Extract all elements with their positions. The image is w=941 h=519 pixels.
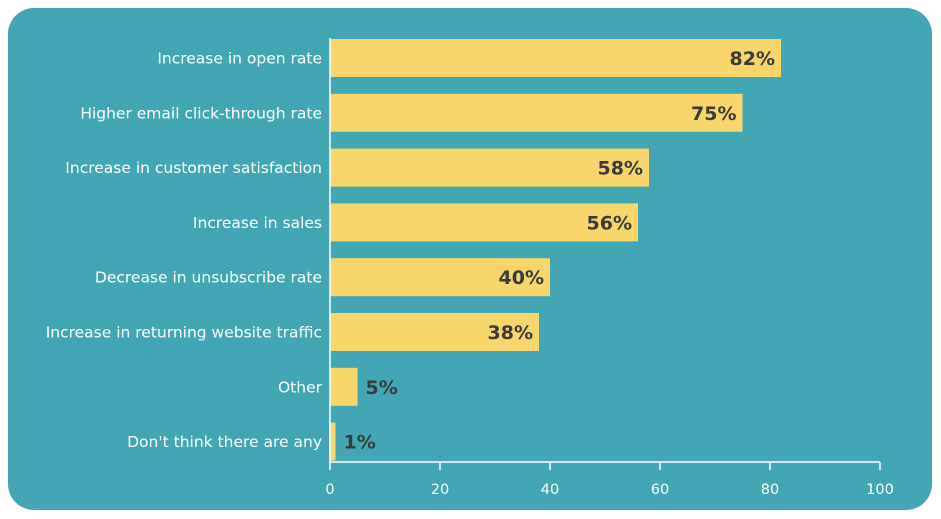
x-tick-label: 80: [761, 482, 779, 498]
bar: [330, 313, 539, 351]
x-tick-label: 0: [325, 482, 334, 498]
category-label: Increase in returning website traffic: [46, 324, 322, 342]
value-label: 1%: [344, 432, 376, 454]
category-label: Increase in open rate: [157, 50, 322, 68]
value-label: 38%: [488, 322, 533, 344]
bar: [330, 203, 638, 242]
category-label: Decrease in unsubscribe rate: [95, 269, 322, 287]
value-label: 40%: [499, 267, 544, 289]
category-label: Increase in sales: [193, 214, 322, 232]
bar: [330, 258, 550, 297]
category-label: Don't think there are any: [127, 433, 322, 451]
value-label: 5%: [366, 377, 398, 399]
x-tick-label: 40: [541, 482, 559, 498]
x-tick-label: 20: [431, 482, 449, 498]
bar: [330, 422, 336, 461]
bar: [330, 148, 649, 187]
value-label: 75%: [691, 103, 736, 125]
bar: [330, 93, 743, 132]
x-tick-label: 60: [651, 482, 669, 498]
value-label: 82%: [730, 48, 775, 70]
category-label: Other: [278, 378, 323, 396]
category-label: Higher email click-through rate: [80, 104, 322, 122]
value-label: 56%: [587, 212, 632, 234]
bar: [330, 367, 358, 406]
x-tick-label: 100: [866, 482, 894, 498]
category-label: Increase in customer satisfaction: [65, 159, 322, 177]
value-label: 58%: [598, 158, 643, 180]
bar: [330, 39, 781, 77]
